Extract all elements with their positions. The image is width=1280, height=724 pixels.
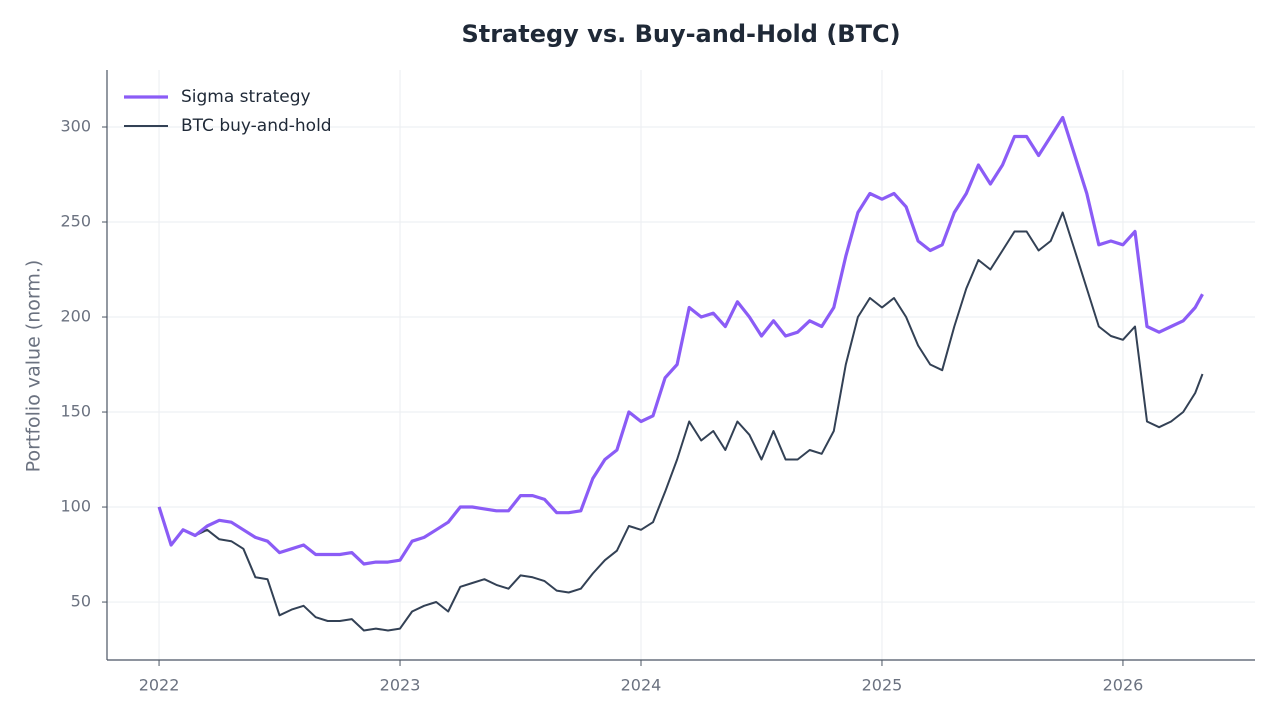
y-tick-label: 100 [60, 497, 91, 516]
x-tick-label: 2022 [139, 676, 180, 695]
series-line [157, 115, 1204, 566]
x-tick-label: 2025 [862, 676, 903, 695]
y-tick-label: 200 [60, 307, 91, 326]
y-tick-label: 150 [60, 402, 91, 421]
y-tick-label: 50 [71, 592, 91, 611]
x-tick-label: 2024 [621, 676, 662, 695]
y-axis-label: Portfolio value (norm.) [23, 260, 45, 473]
chart-title: Strategy vs. Buy-and-Hold (BTC) [461, 20, 900, 48]
y-tick-label: 300 [60, 117, 91, 136]
legend-label: BTC buy-and-hold [181, 116, 332, 136]
y-tick-label: 250 [60, 212, 91, 231]
x-tick-label: 2023 [380, 676, 421, 695]
x-tick-label: 2026 [1103, 676, 1144, 695]
legend-label: Sigma strategy [181, 87, 311, 107]
series-line [158, 211, 1204, 632]
